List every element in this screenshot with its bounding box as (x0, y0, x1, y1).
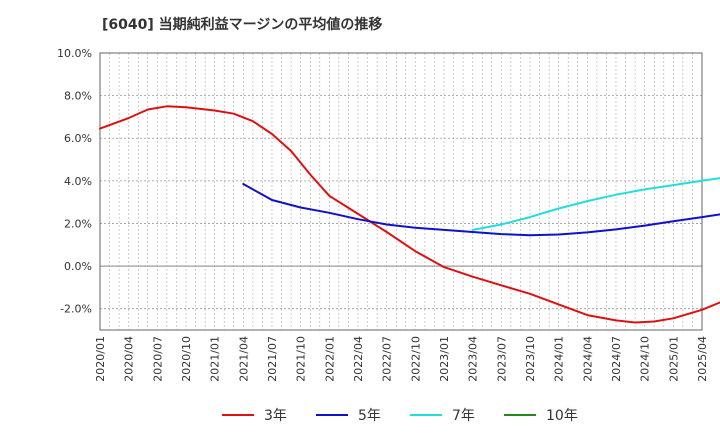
x-tick-label: 2023/04 (467, 336, 480, 382)
x-tick-label: 2022/04 (352, 336, 365, 382)
series-lines (99, 105, 720, 324)
x-tick-label: 2024/10 (639, 336, 652, 382)
x-tick-label: 2024/01 (553, 336, 566, 382)
series-line (99, 105, 720, 324)
x-tick-label: 2025/04 (696, 336, 709, 382)
x-tick-label: 2021/07 (266, 336, 279, 382)
x-tick-label: 2023/01 (438, 336, 451, 382)
x-tick-label: 2021/10 (295, 336, 308, 382)
y-tick-label: 10.0% (57, 47, 92, 60)
x-tick-label: 2024/04 (581, 336, 594, 382)
grid (99, 52, 703, 330)
y-tick-label: 4.0% (64, 175, 92, 188)
x-tick-label: 2020/07 (151, 336, 164, 382)
legend-label: 5年 (358, 408, 381, 424)
plot-frame (99, 52, 703, 331)
x-tick-label: 2025/01 (667, 336, 680, 382)
x-tick-label: 2023/07 (495, 336, 508, 382)
y-tick-label: 6.0% (64, 132, 92, 145)
series-line (471, 177, 720, 231)
y-tick-label: -2.0% (60, 303, 92, 316)
legend-label: 7年 (452, 408, 475, 424)
x-tick-label: 2020/01 (94, 336, 107, 382)
legend-label: 3年 (264, 408, 287, 424)
x-tick-label: 2022/07 (381, 336, 394, 382)
x-tick-label: 2021/04 (237, 336, 250, 382)
x-tick-label: 2020/04 (123, 336, 136, 382)
series-line (242, 183, 720, 237)
x-tick-label: 2023/10 (524, 336, 537, 382)
legend-label: 10年 (546, 408, 578, 424)
x-tick-label: 2024/07 (610, 336, 623, 382)
x-tick-label: 2021/01 (209, 336, 222, 382)
x-tick-labels: 2020/01 2020/04 2020/07 2020/10 2021/01 2021/… (94, 336, 709, 382)
x-tick-label: 2022/01 (323, 336, 336, 382)
x-tick-label: 2020/10 (180, 336, 193, 382)
y-tick-label: 2.0% (64, 217, 92, 230)
plot-area (100, 53, 702, 330)
x-tick-label: 2022/10 (409, 336, 422, 382)
y-tick-labels: 10.0% 8.0% 6.0% 4.0% 2.0% 0.0% -2.0% (57, 47, 92, 316)
y-tick-label: 0.0% (64, 260, 92, 273)
axes (99, 52, 703, 331)
legend: 3年 5年 7年 10年 (222, 408, 578, 424)
y-tick-label: 8.0% (64, 90, 92, 103)
chart-title: [6040] 当期純利益マージンの平均値の推移 (102, 17, 383, 33)
